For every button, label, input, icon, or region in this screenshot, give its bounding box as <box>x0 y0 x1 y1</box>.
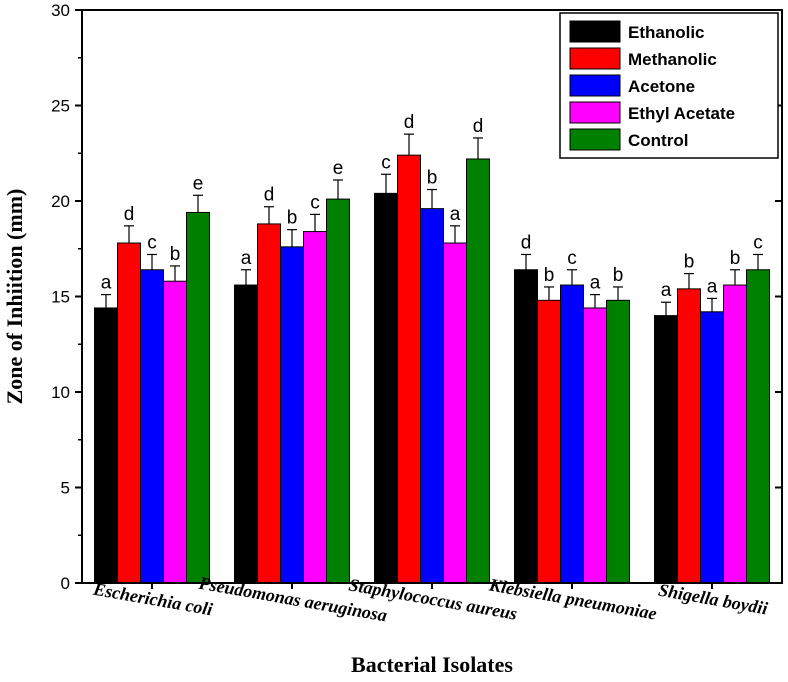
significance-letter: a <box>101 273 112 294</box>
bar <box>397 154 421 584</box>
significance-letter: b <box>730 248 741 269</box>
y-axis-title: Zone of Inhiition (mm) <box>2 189 27 405</box>
significance-letter: c <box>567 248 577 269</box>
bar <box>280 246 304 584</box>
bar <box>326 198 350 584</box>
significance-letter: d <box>473 116 484 137</box>
significance-letter: a <box>241 248 252 269</box>
legend-label: Ethyl Acetate <box>628 104 735 123</box>
y-tick-label: 0 <box>61 574 70 593</box>
plot-frame <box>81 9 783 584</box>
y-tick-label: 30 <box>51 1 70 20</box>
x-tick-label: Shigella boydii <box>657 580 769 619</box>
significance-letter: d <box>264 185 275 206</box>
bar <box>466 158 490 584</box>
significance-letter: d <box>124 204 135 225</box>
bar <box>583 307 607 584</box>
significance-letter: a <box>450 204 461 225</box>
bar <box>677 288 701 584</box>
bar <box>420 208 444 584</box>
bar <box>94 307 118 584</box>
y-tick-label: 20 <box>51 192 70 211</box>
bar <box>537 299 561 584</box>
legend-label: Methanolic <box>628 50 717 69</box>
legend-swatch <box>569 74 621 97</box>
significance-letter: b <box>684 252 695 273</box>
legend-label: Control <box>628 131 688 150</box>
y-tick-label: 25 <box>51 97 70 116</box>
bar <box>746 269 770 584</box>
bar <box>257 223 281 584</box>
legend-label: Ethanolic <box>628 23 705 42</box>
bar <box>443 242 467 584</box>
significance-letter: c <box>753 232 763 253</box>
legend-label: Acetone <box>628 77 695 96</box>
significance-letter: c <box>147 232 157 253</box>
legend-swatch <box>569 47 621 70</box>
bar <box>606 299 630 584</box>
x-axis-title: Bacterial Isolates <box>351 652 513 677</box>
bar <box>514 269 538 584</box>
significance-letter: b <box>287 208 298 229</box>
significance-letter: b <box>427 168 438 189</box>
y-tick-label: 5 <box>61 479 70 498</box>
significance-letter: c <box>381 152 391 173</box>
bar <box>117 242 141 584</box>
significance-letter: d <box>521 232 532 253</box>
bar <box>303 231 327 584</box>
significance-letter: a <box>661 280 672 301</box>
bar <box>186 211 210 584</box>
legend: Ethanolic Methanolic Acetone Ethyl Acetate C… <box>559 12 779 159</box>
bar <box>700 311 724 584</box>
significance-letter: a <box>707 276 718 297</box>
bar <box>723 284 747 584</box>
bars-layer <box>94 133 770 584</box>
bar <box>234 284 258 584</box>
bar <box>374 192 398 584</box>
significance-letter: e <box>333 158 344 179</box>
significance-letter: c <box>310 192 320 213</box>
bar <box>163 280 187 584</box>
legend-swatch <box>569 101 621 124</box>
y-tick-label: 10 <box>51 383 70 402</box>
bar <box>140 269 164 584</box>
bar <box>560 284 584 584</box>
significance-letter: e <box>193 173 204 194</box>
significance-letter: b <box>170 244 181 265</box>
legend-swatch <box>569 128 621 151</box>
y-tick-label: 15 <box>51 288 70 307</box>
significance-letter: b <box>613 265 624 286</box>
significance-letter: d <box>404 112 415 133</box>
bar <box>654 315 678 584</box>
significance-letter: b <box>544 265 555 286</box>
significance-letter: a <box>590 273 601 294</box>
legend-swatch <box>569 20 621 43</box>
